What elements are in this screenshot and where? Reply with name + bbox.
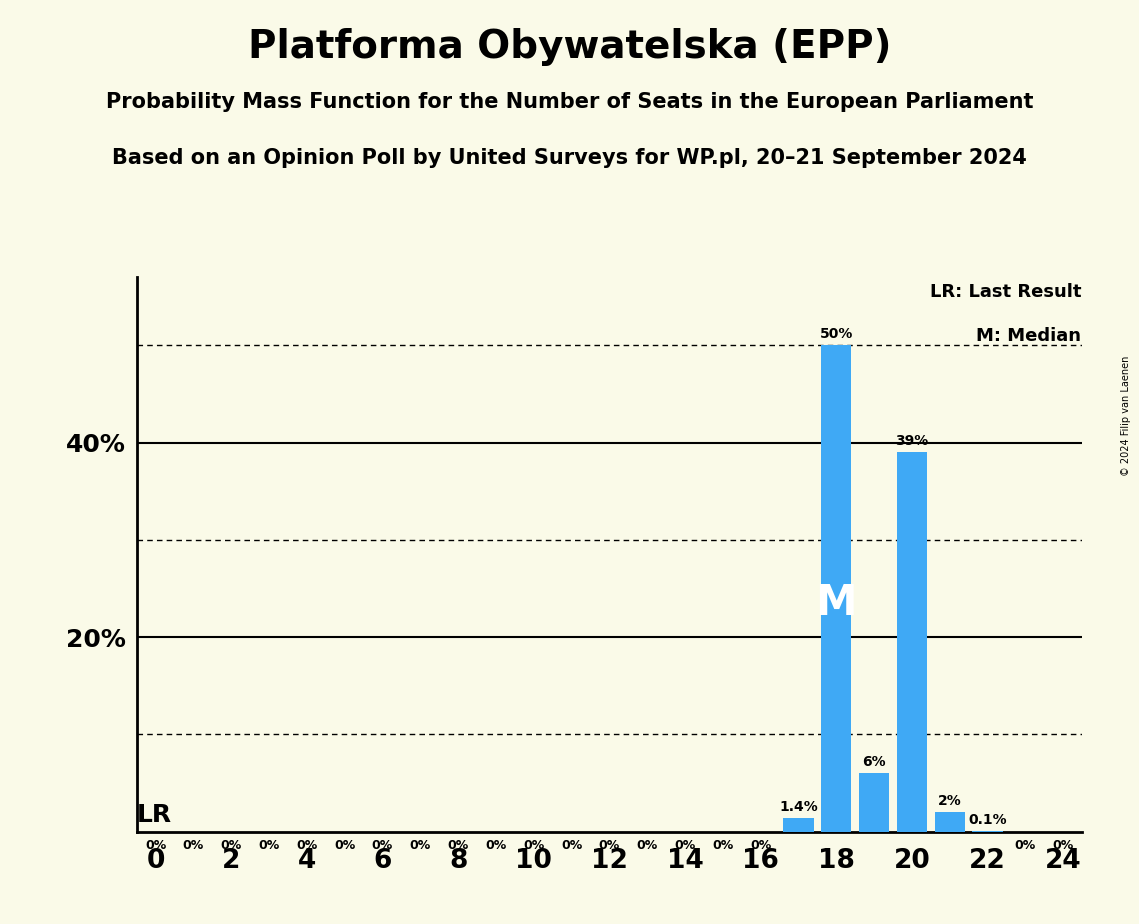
Text: 0%: 0% xyxy=(523,839,544,852)
Text: Probability Mass Function for the Number of Seats in the European Parliament: Probability Mass Function for the Number… xyxy=(106,92,1033,113)
Bar xyxy=(859,773,890,832)
Bar xyxy=(821,346,851,832)
Text: 0.1%: 0.1% xyxy=(968,813,1007,827)
Text: © 2024 Filip van Laenen: © 2024 Filip van Laenen xyxy=(1121,356,1131,476)
Text: LR: LR xyxy=(137,803,172,827)
Text: 50%: 50% xyxy=(820,327,853,341)
Text: 0%: 0% xyxy=(334,839,355,852)
Text: M: M xyxy=(816,582,857,624)
Text: 0%: 0% xyxy=(296,839,318,852)
Text: 0%: 0% xyxy=(1015,839,1036,852)
Text: 0%: 0% xyxy=(674,839,696,852)
Bar xyxy=(784,818,813,832)
Text: 0%: 0% xyxy=(221,839,241,852)
Text: 0%: 0% xyxy=(637,839,658,852)
Text: 0%: 0% xyxy=(1052,839,1074,852)
Bar xyxy=(896,452,927,832)
Text: Based on an Opinion Poll by United Surveys for WP.pl, 20–21 September 2024: Based on an Opinion Poll by United Surve… xyxy=(112,148,1027,168)
Bar xyxy=(973,831,1002,832)
Text: 1.4%: 1.4% xyxy=(779,800,818,814)
Text: 0%: 0% xyxy=(485,839,507,852)
Text: 0%: 0% xyxy=(145,839,166,852)
Text: 0%: 0% xyxy=(410,839,431,852)
Text: 0%: 0% xyxy=(560,839,582,852)
Text: 2%: 2% xyxy=(937,795,961,808)
Text: 0%: 0% xyxy=(448,839,469,852)
Text: 0%: 0% xyxy=(259,839,280,852)
Text: Platforma Obywatelska (EPP): Platforma Obywatelska (EPP) xyxy=(248,28,891,66)
Text: 0%: 0% xyxy=(182,839,204,852)
Text: M: Median: M: Median xyxy=(976,327,1081,345)
Text: 0%: 0% xyxy=(371,839,393,852)
Text: 39%: 39% xyxy=(895,434,928,448)
Text: 0%: 0% xyxy=(749,839,771,852)
Text: 0%: 0% xyxy=(712,839,734,852)
Text: 0%: 0% xyxy=(599,839,620,852)
Bar xyxy=(935,812,965,832)
Text: LR: Last Result: LR: Last Result xyxy=(929,283,1081,300)
Text: 6%: 6% xyxy=(862,755,886,770)
